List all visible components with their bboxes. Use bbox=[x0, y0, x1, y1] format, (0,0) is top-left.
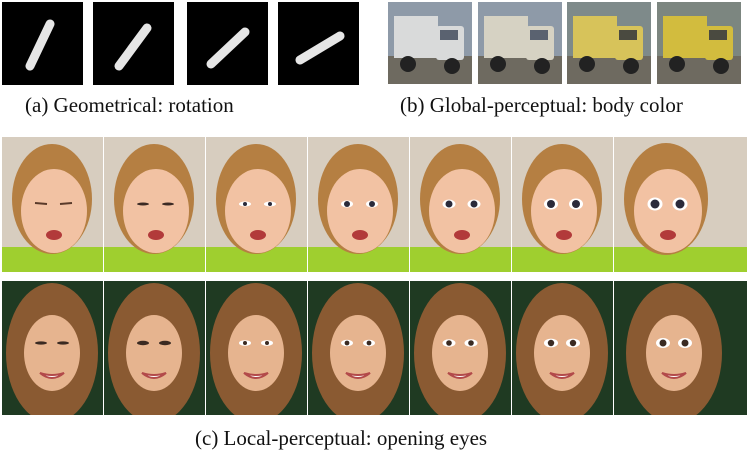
eyes-child-panel bbox=[2, 137, 747, 272]
eyes-woman-frame-3 bbox=[206, 281, 307, 415]
child-face-icon bbox=[410, 144, 511, 272]
rotation-frame-2 bbox=[93, 2, 174, 85]
eyes-woman-frame-6 bbox=[512, 281, 613, 415]
eyes-child-frame-2 bbox=[104, 137, 205, 272]
truck-icon bbox=[388, 16, 472, 84]
body-color-panel bbox=[386, 0, 747, 90]
eyes-child-frame-6 bbox=[512, 137, 613, 272]
rotation-frame-1 bbox=[2, 2, 83, 85]
eyes-child-frame-7 bbox=[614, 137, 747, 272]
woman-face-icon bbox=[516, 283, 608, 415]
child-face-icon bbox=[614, 143, 747, 272]
eyes-child-frame-1 bbox=[2, 137, 103, 272]
caption-body-color: (b) Global-perceptual: body color bbox=[400, 93, 683, 117]
child-face-icon bbox=[512, 144, 613, 272]
child-face-icon bbox=[308, 144, 409, 272]
woman-face-icon bbox=[626, 283, 722, 415]
body-color-frame-4 bbox=[657, 2, 741, 84]
child-face-icon bbox=[2, 144, 103, 272]
eyes-child-frame-5 bbox=[410, 137, 511, 272]
woman-face-icon bbox=[6, 283, 98, 415]
rotation-frame-3 bbox=[187, 2, 268, 85]
body-color-frame-3 bbox=[567, 2, 651, 84]
digit-one-icon bbox=[25, 19, 55, 71]
eyes-child-frame-3 bbox=[206, 137, 307, 272]
caption-opening-eyes: (c) Local-perceptual: opening eyes bbox=[195, 426, 488, 450]
child-face-icon bbox=[206, 144, 307, 272]
child-face-icon bbox=[104, 144, 205, 272]
eyes-woman-frame-7 bbox=[614, 281, 747, 415]
eyes-woman-frame-1 bbox=[2, 281, 103, 415]
eyes-woman-frame-4 bbox=[308, 281, 409, 415]
body-color-frame-2 bbox=[478, 2, 562, 84]
woman-face-icon bbox=[312, 283, 404, 415]
body-color-frame-1 bbox=[388, 2, 472, 84]
digit-one-icon bbox=[295, 31, 345, 65]
woman-face-icon bbox=[414, 283, 506, 415]
digit-one-icon bbox=[206, 27, 250, 69]
eyes-woman-frame-2 bbox=[104, 281, 205, 415]
digit-one-icon bbox=[114, 23, 152, 71]
eyes-woman-frame-5 bbox=[410, 281, 511, 415]
truck-icon bbox=[657, 16, 741, 84]
eyes-child-frame-4 bbox=[308, 137, 409, 272]
eyes-woman-panel bbox=[2, 281, 747, 415]
woman-face-icon bbox=[210, 283, 302, 415]
caption-rotation: (a) Geometrical: rotation bbox=[25, 93, 234, 117]
woman-face-icon bbox=[108, 283, 200, 415]
truck-icon bbox=[567, 16, 651, 84]
rotation-frame-4 bbox=[278, 2, 359, 85]
truck-icon bbox=[478, 16, 562, 84]
rotation-panel bbox=[0, 0, 360, 90]
